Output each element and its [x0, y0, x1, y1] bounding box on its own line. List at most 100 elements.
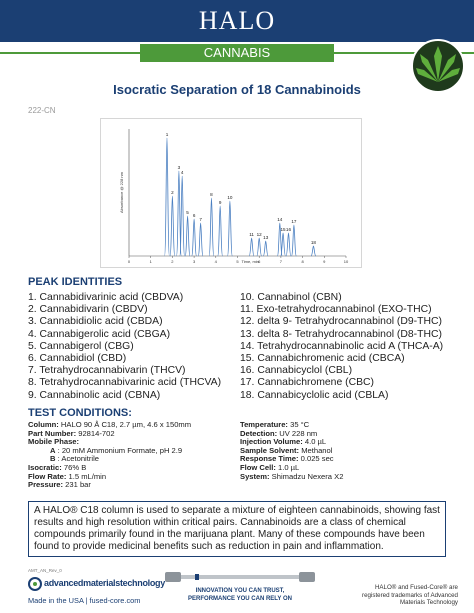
description: A HALO® C18 column is used to separate a… [28, 501, 446, 557]
condition-value: 0.025 sec [300, 454, 334, 464]
peak-identity: 8. Tetrahydrocannabivarinic acid (THCVA) [28, 377, 222, 389]
x-tick-label: 3 [193, 259, 196, 264]
condition-value: Methanol [301, 445, 333, 455]
peak-label: 8 [210, 192, 213, 197]
peak [217, 205, 223, 257]
revision: AMT_AN_Rev_0 [28, 568, 62, 573]
condition-label: Part Number: [28, 428, 77, 438]
section-heading: TEST CONDITIONS: [28, 407, 132, 419]
peak [169, 195, 176, 257]
peak-label: 17 [291, 219, 297, 224]
condition-label: A [50, 445, 56, 455]
peak [285, 232, 292, 257]
condition-value: 92814-702 [78, 428, 115, 438]
condition-value: 76% B [63, 462, 87, 472]
condition-label: Temperature: [240, 420, 288, 429]
peak-identity: 7. Tetrahydrocannabivarin (THCV) [28, 365, 186, 377]
peak-identity: 18. Cannabicyclolic acid (CBLA) [240, 389, 389, 401]
peak-identity: 16. Cannabicyclol (CBL) [240, 365, 353, 377]
peak [179, 175, 185, 257]
peak-label: 3 [178, 165, 181, 170]
peak-label: 15 [281, 227, 287, 232]
company-icon [28, 577, 42, 591]
peak [256, 237, 262, 257]
peak [262, 240, 269, 257]
leaf-badge [411, 39, 465, 93]
peak-identity: 11. Exo-tetrahydrocannabinol (EXO-THC) [240, 304, 432, 316]
peak [208, 197, 215, 257]
peak-identity: 5. Cannabigerol (CBG) [28, 340, 134, 352]
tagline: INNOVATION YOU CAN TRUST, PERFORMANCE YO… [160, 588, 320, 603]
peak-label: 18 [311, 240, 317, 245]
condition-value: HALO 90 Å C18, 2.7 µm, 4.6 x 150mm [60, 420, 192, 429]
condition-value: 35 °C [290, 420, 310, 429]
condition-label: Isocratic: [28, 462, 62, 472]
tagline-line: PERFORMANCE YOU CAN RELY ON [188, 595, 292, 602]
x-tick-label: 9 [323, 259, 326, 264]
peak-identity: 4. Cannabigerolic acid (CBGA) [28, 328, 171, 340]
condition: A : 20 mM Ammonium Formate, pH 2.9 [28, 445, 191, 456]
peak [227, 200, 233, 257]
section-heading: PEAK IDENTITIES [28, 276, 123, 288]
condition: Flow Cell: 1.0 µL [240, 462, 343, 473]
condition-value: UV 228 nm [279, 428, 318, 438]
condition-label: Sample Solvent: [240, 445, 300, 455]
peak-label: 16 [286, 227, 292, 232]
document-id: 222-CN [28, 106, 56, 115]
peak-identity: 3. Cannabidiolic acid (CBDA) [28, 316, 163, 328]
condition-value: 1.0 µL [277, 462, 300, 472]
x-tick-label: 4 [215, 259, 218, 264]
condition-label: Column: [28, 420, 59, 429]
condition-value: : 20 mM Ammonium Formate, pH 2.9 [57, 445, 183, 455]
condition: Column: HALO 90 Å C18, 2.7 µm, 4.6 x 150… [28, 420, 192, 430]
peak-label: 12 [257, 232, 263, 237]
peak-identity: 17. Cannabichromene (CBC) [240, 377, 374, 389]
chromatogram-frame: 0 1 2 3 4 5 6 7 8 9 10 Time, min Absorbance @ 228 nm… [100, 118, 362, 268]
peak-label: 6 [193, 213, 196, 218]
peak [280, 232, 286, 257]
condition: Response Time: 0.025 sec [240, 455, 343, 464]
made-in: Made in the USA | fused-core.com [28, 596, 141, 605]
x-tick-label: 10 [344, 259, 349, 264]
condition: Part Number: 92814-702 [28, 428, 191, 439]
peak [310, 245, 317, 257]
peak [248, 237, 255, 257]
peak-label: 13 [263, 235, 269, 240]
peak [184, 215, 191, 257]
peak-list: 1. Cannabidivarinic acid (CBDVA) 2. Canna… [28, 292, 221, 402]
peak-identity: 6. Cannabidiol (CBD) [28, 353, 127, 365]
company-name: advancedmaterialstechnology [44, 578, 165, 588]
condition-label: Mobile Phase: [28, 437, 80, 447]
peak [197, 222, 204, 257]
peak-list: 10. Cannabinol (CBN) 11. Exo-tetrahydroca… [240, 292, 443, 402]
condition-value: 231 bar [65, 480, 91, 490]
peak-label: 7 [199, 217, 202, 222]
condition: B : Acetonitrile [28, 455, 191, 464]
condition-value: : Acetonitrile [57, 454, 99, 464]
x-tick-label: 2 [171, 259, 174, 264]
peak-label: 2 [171, 190, 174, 195]
conditions-list: Temperature: 35 °C Detection: UV 228 nm In… [240, 420, 344, 481]
trademark: HALO® and Fused-Core® are registered tra… [362, 584, 458, 606]
condition: Mobile Phase: [28, 437, 191, 447]
condition: Detection: UV 228 nm [240, 428, 343, 439]
condition-label: Injection Volume: [240, 437, 303, 447]
condition-value: 4.0 µL [304, 437, 327, 447]
peak-identity: 12. delta 9- Tetrahydrocannabinol (D9-TH… [240, 316, 442, 328]
x-tick-label: 6 [258, 259, 261, 264]
condition: Injection Volume: 4.0 µL [240, 437, 343, 447]
peak [277, 222, 283, 257]
peak-identity: 15. Cannabichromenic acid (CBCA) [240, 353, 405, 365]
peak [176, 170, 182, 257]
condition-label: Pressure: [28, 480, 64, 490]
logo: HALO [198, 6, 276, 35]
peak [164, 137, 170, 257]
y-axis-label: Absorbance @ 228 nm [119, 171, 124, 213]
x-axis-label: Time, min [242, 259, 259, 264]
condition-value: Shimadzu Nexera X2 [271, 471, 344, 481]
condition-label: B [50, 454, 56, 464]
peak [291, 224, 297, 257]
x-tick-label: 5 [236, 259, 239, 264]
condition-label: System: [240, 471, 270, 481]
